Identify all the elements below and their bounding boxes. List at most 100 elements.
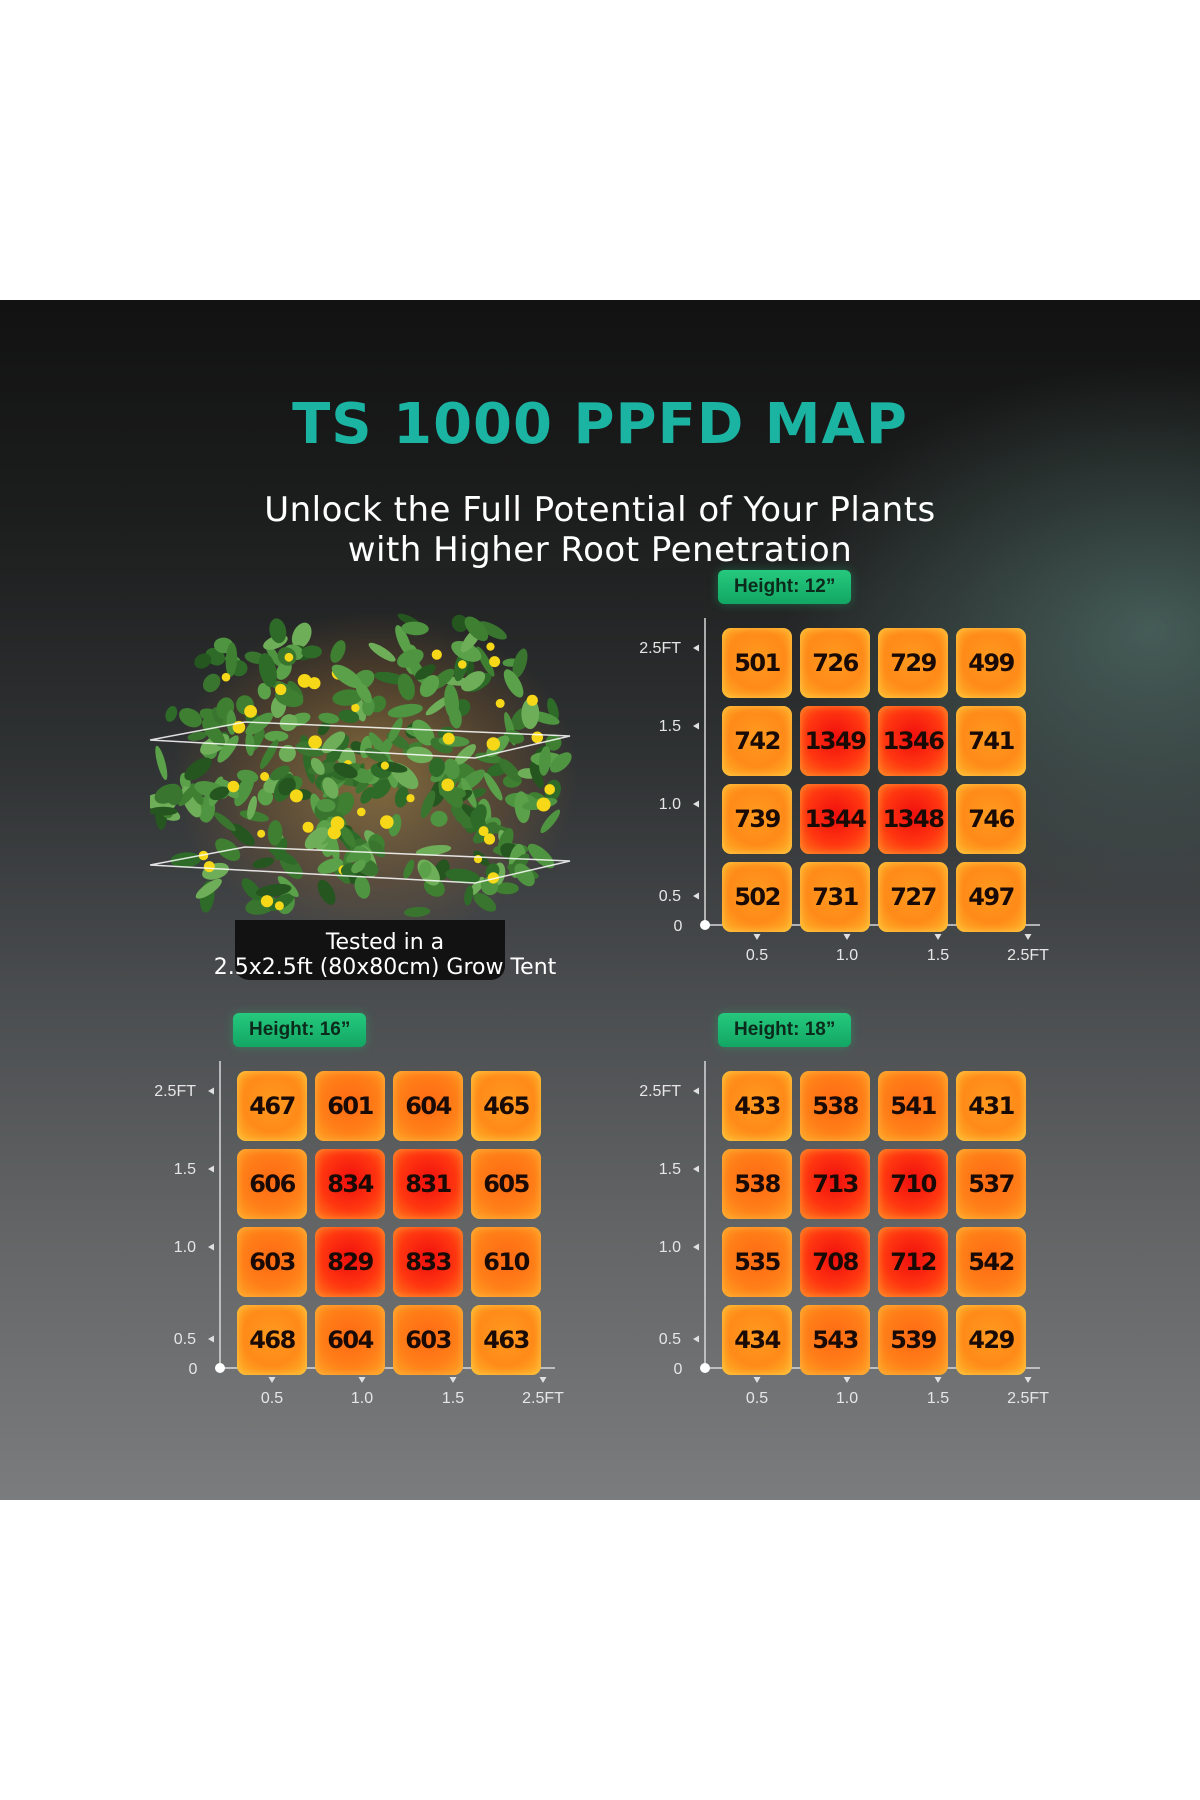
plant-leaf [353, 845, 371, 863]
plant-leaf [258, 653, 277, 688]
plant-leaf [414, 664, 436, 680]
plant-leaf [247, 795, 257, 820]
plant-leaf [503, 669, 524, 698]
plant-flower [380, 815, 394, 829]
measurement-plane-upper [150, 721, 571, 759]
ppfd-cell: 467 [237, 1071, 307, 1141]
plant-leaf [255, 883, 292, 898]
plant-flower [297, 674, 312, 688]
y-tick-label: 2.5FT [639, 640, 681, 657]
ppfd-cell: 604 [315, 1305, 385, 1375]
plant-leaf [397, 649, 424, 668]
plant-image [150, 613, 572, 917]
plant-leaf [464, 885, 474, 906]
plant-leaf [301, 645, 322, 659]
plant-leaf [317, 858, 344, 874]
plant-leaf [428, 757, 445, 777]
plant-leaf [512, 648, 528, 678]
ppfd-chart-12in: Height: 12” 0 2.5FT 1.5 1.0 0.5 0.5 1.0 1.5 2.5FT… [620, 570, 1060, 1010]
measurement-plane-lower [150, 846, 571, 884]
ppfd-cell: 708 [800, 1227, 870, 1297]
plant-leaf [340, 825, 356, 848]
plant-leaf [425, 695, 451, 716]
y-tick-marker [693, 892, 699, 900]
plant-leaf [278, 744, 296, 763]
x-tick-label: 1.5 [442, 1390, 464, 1407]
plant-leaf [430, 810, 448, 827]
ppfd-cell: 537 [956, 1149, 1026, 1219]
plant-leaf [360, 787, 375, 804]
y-tick-marker [693, 1335, 699, 1343]
plant-leaf [217, 735, 239, 763]
y-tick-marker [693, 1243, 699, 1251]
x-tick-label: 2.5FT [1007, 1390, 1049, 1407]
plant-leaf [304, 826, 329, 850]
plant-flower [406, 794, 415, 803]
plant-flower [330, 816, 345, 831]
ppfd-cell: 731 [800, 862, 870, 932]
y-tick-marker [693, 1087, 699, 1095]
ppfd-cell: 499 [956, 628, 1026, 698]
plant-leaf [521, 698, 540, 730]
plant-leaf [269, 618, 287, 644]
y-tick-label: 1.0 [659, 796, 681, 813]
plant-leaf [213, 812, 236, 832]
page-title: TS 1000 PPFD MAP [292, 392, 908, 457]
x-tick-marker [934, 1377, 942, 1383]
ppfd-cell: 542 [956, 1227, 1026, 1297]
y-tick-marker [208, 1087, 214, 1095]
x-tick-label: 0.5 [261, 1390, 283, 1407]
x-tick-marker [268, 1377, 276, 1383]
ppfd-cell: 429 [956, 1305, 1026, 1375]
x-tick-marker [358, 1377, 366, 1383]
y-tick-label: 1.5 [174, 1161, 196, 1178]
ppfd-cell: 601 [315, 1071, 385, 1141]
y-tick-marker [693, 800, 699, 808]
plant-leaf [150, 806, 178, 816]
plant-leaf [321, 731, 346, 754]
plant-leaf [395, 625, 412, 657]
plant-leaf [351, 859, 366, 874]
ppfd-cell: 606 [237, 1149, 307, 1219]
plant-leaf [444, 758, 460, 780]
ppfd-cell: 742 [722, 706, 792, 776]
ppfd-cell: 501 [722, 628, 792, 698]
y-tick-label: 0.5 [659, 888, 681, 905]
plant-leaf [178, 783, 199, 807]
plant-flower [431, 649, 442, 660]
plant-leaf [257, 682, 271, 700]
axis-origin [700, 920, 710, 930]
axes: 0 2.5FT 1.5 1.0 0.5 0.5 1.0 1.5 2.5FT [639, 618, 1049, 964]
ppfd-cell: 603 [237, 1227, 307, 1297]
ppfd-cell: 433 [722, 1071, 792, 1141]
plant-leaf [333, 762, 358, 779]
plant-leaf [527, 843, 555, 869]
ppfd-cell: 538 [722, 1149, 792, 1219]
plant-leaf [230, 823, 255, 846]
x-tick-marker [449, 1377, 457, 1383]
ppfd-cell: 741 [956, 706, 1026, 776]
y-tick-label: 1.0 [174, 1239, 196, 1256]
ppfd-cell: 604 [393, 1071, 463, 1141]
plant-flower [458, 660, 467, 669]
ppfd-cell: 1346 [878, 706, 948, 776]
ppfd-cell: 729 [878, 628, 948, 698]
plant-leaf [461, 671, 486, 692]
ppfd-cell: 1344 [800, 784, 870, 854]
plant-leaf [154, 783, 181, 804]
x-tick-label: 1.0 [351, 1390, 373, 1407]
x-tick-marker [934, 934, 942, 940]
plant-flower [357, 807, 366, 817]
plant-leaf [454, 744, 476, 766]
origin-label: 0 [674, 918, 683, 935]
plant-leaf [303, 751, 315, 784]
plant-flower [486, 737, 500, 751]
plant-flower [526, 694, 538, 706]
plant-caption: Tested in a 2.5x2.5ft (80x80cm) Grow Ten… [160, 930, 610, 980]
subtitle-line-1: Unlock the Full Potential of Your Plants [264, 490, 936, 530]
plant-flower [486, 642, 495, 651]
x-tick-label: 2.5FT [522, 1390, 564, 1407]
plant-leaf [322, 777, 339, 799]
ppfd-cell: 831 [393, 1149, 463, 1219]
plant-leaf [316, 798, 336, 813]
